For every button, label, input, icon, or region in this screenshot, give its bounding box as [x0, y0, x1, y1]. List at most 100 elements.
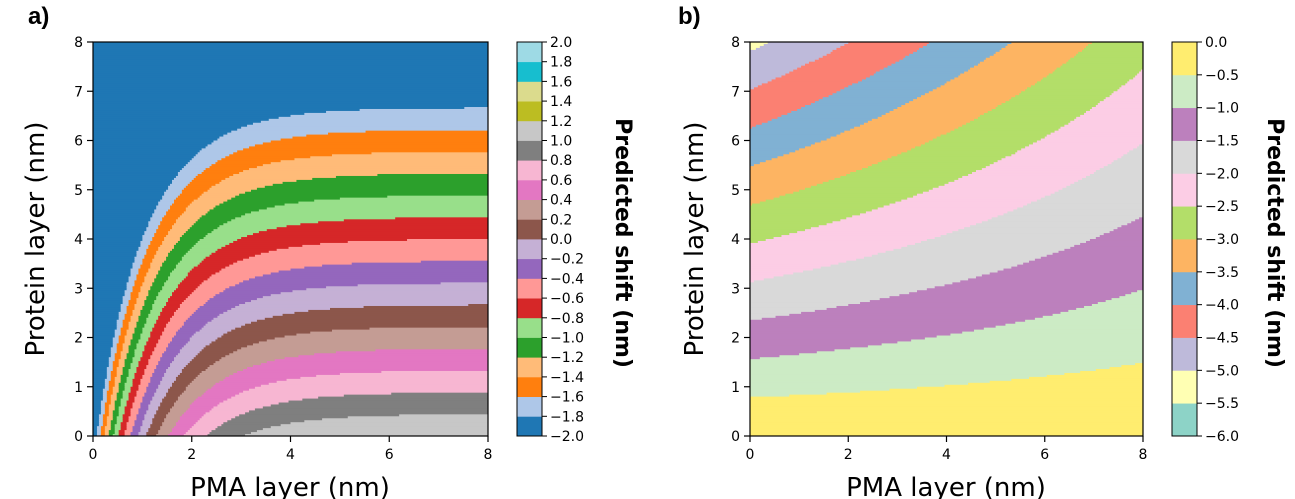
contour-band-b — [968, 69, 1056, 73]
contour-band-b — [750, 91, 838, 94]
contour-band-a — [235, 305, 365, 309]
contour-band-a — [128, 327, 136, 331]
contour-band-a — [124, 408, 132, 411]
contour-band-a — [112, 418, 118, 421]
contour-band-a — [197, 307, 232, 311]
colorbar-swatch-b — [1172, 370, 1197, 404]
contour-band-a — [254, 254, 488, 258]
contour-band-b — [818, 225, 971, 228]
contour-band-b — [750, 110, 792, 114]
contour-band-b — [814, 142, 926, 146]
contour-band-a — [148, 361, 159, 364]
contour-band-a — [199, 195, 236, 199]
contour-band-a — [146, 252, 157, 256]
contour-band-a — [150, 331, 163, 335]
contour-band-a — [93, 339, 114, 343]
contour-band-b — [924, 142, 1034, 146]
contour-band-b — [991, 217, 1140, 220]
contour-band-b — [952, 231, 1111, 234]
contour-band-a — [162, 333, 177, 337]
contour-band-a — [124, 294, 132, 297]
contour-band-a — [181, 189, 209, 193]
contour-band-a — [104, 428, 112, 431]
contour-band-a — [110, 353, 116, 356]
contour-band-a — [160, 426, 175, 429]
contour-band-b — [1064, 248, 1143, 252]
contour-band-a — [93, 363, 110, 366]
contour-band-a — [93, 250, 138, 254]
contour-band-a — [93, 132, 228, 136]
contour-band-b — [1005, 45, 1087, 49]
contour-band-b — [975, 170, 1097, 173]
contour-band-a — [168, 231, 187, 234]
contour-band-a — [181, 213, 207, 216]
contour-band-a — [138, 294, 149, 297]
contour-band-a — [181, 168, 207, 171]
contour-band-a — [144, 278, 155, 281]
contour-band-a — [110, 376, 116, 380]
contour-band-a — [136, 345, 145, 348]
contour-band-a — [93, 246, 140, 250]
contour-band-b — [750, 420, 1143, 423]
contour-band-b — [750, 75, 783, 79]
contour-band-a — [93, 195, 163, 199]
contour-band-a — [142, 258, 153, 262]
contour-band-a — [114, 430, 120, 433]
contour-band-a — [195, 242, 230, 246]
contour-band-b — [897, 341, 1143, 345]
contour-band-b — [750, 388, 891, 392]
contour-band-b — [1011, 97, 1107, 100]
contour-band-b — [750, 209, 873, 213]
contour-band-b — [936, 87, 1028, 90]
contour-band-a — [173, 357, 195, 360]
contour-band-a — [160, 428, 173, 431]
contour-band-a — [116, 418, 124, 421]
contour-band-a — [189, 160, 219, 163]
contour-band-a — [93, 300, 124, 303]
contour-band-a — [152, 284, 165, 287]
contour-band-a — [170, 272, 189, 276]
contour-band-a — [120, 378, 128, 382]
contour-band-a — [118, 388, 126, 392]
contour-band-a — [102, 416, 108, 419]
contour-band-a — [168, 209, 187, 213]
contour-band-b — [750, 239, 767, 242]
contour-band-a — [110, 355, 116, 358]
colorbar-tick-label-b: −4.5 — [1205, 331, 1239, 347]
contour-band-b — [1005, 101, 1101, 104]
contour-band-a — [154, 369, 167, 372]
contour-band-a — [156, 274, 171, 278]
colorbar-tick-label-a: 1.6 — [550, 74, 572, 90]
contour-band-a — [122, 418, 130, 421]
contour-band-b — [881, 343, 1143, 346]
contour-band-a — [93, 382, 106, 386]
contour-band-a — [219, 292, 282, 295]
contour-band-a — [211, 341, 260, 345]
contour-band-a — [191, 402, 220, 406]
contour-band-a — [201, 282, 240, 285]
contour-band-a — [128, 345, 138, 348]
contour-band-a — [140, 337, 149, 341]
contour-band-a — [148, 223, 161, 226]
contour-band-a — [142, 355, 151, 358]
contour-band-b — [944, 384, 1143, 388]
contour-band-a — [93, 329, 116, 333]
contour-band-a — [251, 432, 488, 435]
contour-band-b — [895, 201, 1032, 205]
contour-band-b — [1068, 309, 1143, 313]
contour-band-b — [750, 428, 1143, 431]
contour-band-a — [175, 378, 195, 382]
colorbar-swatch-a — [517, 298, 542, 319]
contour-band-a — [134, 420, 143, 423]
contour-band-b — [750, 313, 790, 317]
contour-band-a — [152, 304, 167, 307]
contour-band-a — [93, 351, 112, 354]
contour-band-a — [106, 376, 112, 380]
contour-band-a — [237, 150, 488, 153]
contour-band-b — [750, 286, 936, 289]
contour-band-a — [162, 197, 177, 201]
contour-band-b — [999, 49, 1083, 53]
contour-band-a — [144, 414, 155, 417]
contour-band-b — [771, 158, 889, 161]
contour-band-a — [116, 369, 124, 372]
